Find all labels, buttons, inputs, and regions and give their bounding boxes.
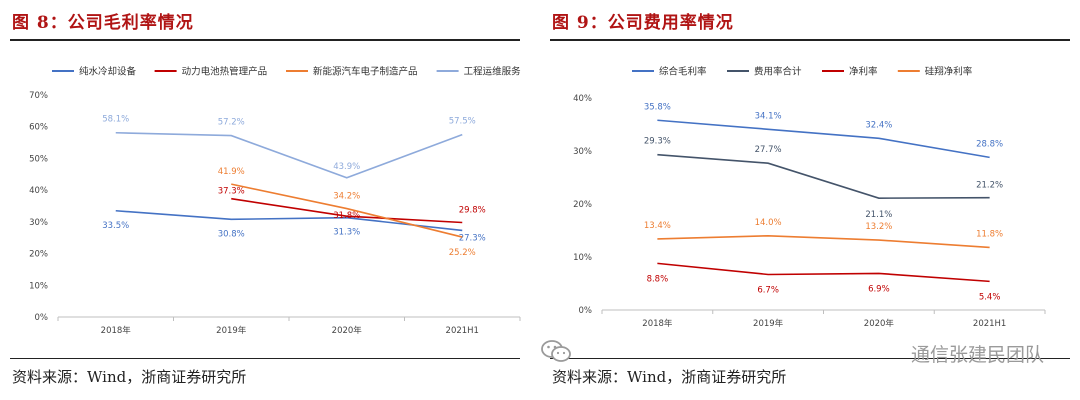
left-figure-panel: 图 8：公司毛利率情况 纯水冷却设备 动力电池热管理产品 新能源汽车电子制造产品 工程…: [0, 0, 530, 400]
x-tick-label: 2020年: [864, 318, 895, 329]
data-label-3: 57.5%: [449, 117, 476, 127]
watermark-text: 通信张建民团队: [910, 344, 1044, 366]
data-label-0: 34.1%: [755, 111, 782, 121]
source-rule: [10, 358, 520, 359]
data-label-3: 57.2%: [218, 118, 245, 128]
data-label-3: 13.4%: [644, 221, 671, 231]
y-tick-label: 10%: [29, 281, 48, 291]
series-line-1: [657, 153, 990, 199]
source-rule: [550, 358, 1070, 359]
legend-label-1: 动力电池热管理产品: [182, 66, 268, 78]
y-tick-label: 20%: [29, 250, 48, 260]
x-tick-label: 2019年: [216, 325, 247, 336]
x-tick-label: 2018年: [642, 318, 673, 329]
y-tick-label: 40%: [573, 94, 592, 104]
y-tick-label: 0%: [579, 306, 593, 316]
data-label-0: 28.8%: [976, 139, 1003, 149]
legend-label-0: 综合毛利率: [659, 66, 707, 78]
wechat-icon: [541, 340, 571, 362]
title-rule: [550, 39, 1070, 41]
legend-label-0: 纯水冷却设备: [79, 66, 137, 78]
data-label-0: 30.8%: [218, 229, 245, 239]
figure-9-title: 图 9：公司费用率情况: [552, 13, 734, 33]
data-label-1: 21.1%: [865, 210, 892, 220]
data-label-3: 14.0%: [755, 218, 782, 228]
figure-9-source: 资料来源：Wind，浙商证券研究所: [552, 368, 787, 386]
y-tick-label: 40%: [29, 186, 48, 196]
legend-label-2: 净利率: [849, 66, 878, 78]
y-tick-label: 20%: [573, 200, 592, 210]
series-line-0: [115, 209, 463, 232]
legend-label-1: 费用率合计: [754, 66, 802, 78]
legend-label-3: 硅翔净利率: [925, 66, 973, 78]
data-label-2: 8.8%: [647, 274, 669, 284]
data-label-3: 58.1%: [102, 115, 129, 125]
data-label-2: 41.9%: [218, 167, 245, 177]
x-tick-label: 2018年: [101, 325, 132, 336]
y-tick-label: 30%: [573, 147, 592, 157]
data-label-2: 5.4%: [979, 292, 1001, 302]
data-label-0: 31.3%: [333, 228, 360, 238]
title-rule: [10, 39, 520, 41]
data-label-1: 29.3%: [644, 137, 671, 147]
y-tick-label: 60%: [29, 123, 48, 133]
series-line-2: [657, 262, 990, 283]
y-tick-label: 70%: [29, 91, 48, 101]
data-label-1: 27.7%: [755, 145, 782, 155]
y-tick-label: 30%: [29, 218, 48, 228]
figure-8-source: 资料来源：Wind，浙商证券研究所: [12, 368, 247, 386]
series-line-1: [231, 197, 463, 224]
data-label-2: 6.9%: [868, 284, 890, 294]
data-label-0: 33.5%: [102, 221, 129, 231]
data-label-3: 43.9%: [333, 162, 360, 172]
data-label-1: 21.2%: [976, 181, 1003, 191]
data-label-3: 11.8%: [976, 229, 1003, 239]
figure-8-title: 图 8：公司毛利率情况: [12, 13, 194, 33]
x-tick-label: 2020年: [332, 325, 363, 336]
legend-label-3: 工程运维服务: [464, 66, 522, 78]
data-label-2: 6.7%: [757, 285, 779, 295]
data-label-1: 37.3%: [218, 187, 245, 197]
y-tick-label: 50%: [29, 154, 48, 164]
data-label-1: 31.8%: [333, 211, 360, 221]
legend-label-2: 新能源汽车电子制造产品: [313, 66, 418, 78]
data-label-2: 25.2%: [449, 248, 476, 258]
data-label-0: 27.3%: [459, 233, 486, 243]
series-line-0: [657, 119, 990, 159]
x-tick-label: 2021H1: [446, 326, 479, 336]
right-figure-panel: 图 9：公司费用率情况 综合毛利率 费用率合计 净利率 硅翔净利率 0% 10% 20% 30…: [540, 0, 1080, 400]
data-label-0: 32.4%: [865, 120, 892, 130]
series-line-3: [657, 234, 990, 249]
x-tick-label: 2021H1: [973, 319, 1006, 329]
expense-ratio-chart: 综合毛利率 费用率合计 净利率 硅翔净利率 0% 10% 20% 30% 40% 2018年 201…: [573, 66, 1046, 329]
data-label-3: 13.2%: [865, 222, 892, 232]
data-label-1: 29.8%: [459, 205, 486, 215]
data-label-0: 35.8%: [644, 102, 671, 112]
y-tick-label: 0%: [35, 313, 49, 323]
data-label-2: 34.2%: [333, 192, 360, 202]
series-line-3: [115, 131, 463, 179]
gross-margin-chart: 纯水冷却设备 动力电池热管理产品 新能源汽车电子制造产品 工程运维服务 0% 10% 20%…: [29, 66, 522, 337]
y-tick-label: 10%: [573, 253, 592, 263]
series-line-2: [231, 183, 463, 238]
x-tick-label: 2019年: [753, 318, 784, 329]
